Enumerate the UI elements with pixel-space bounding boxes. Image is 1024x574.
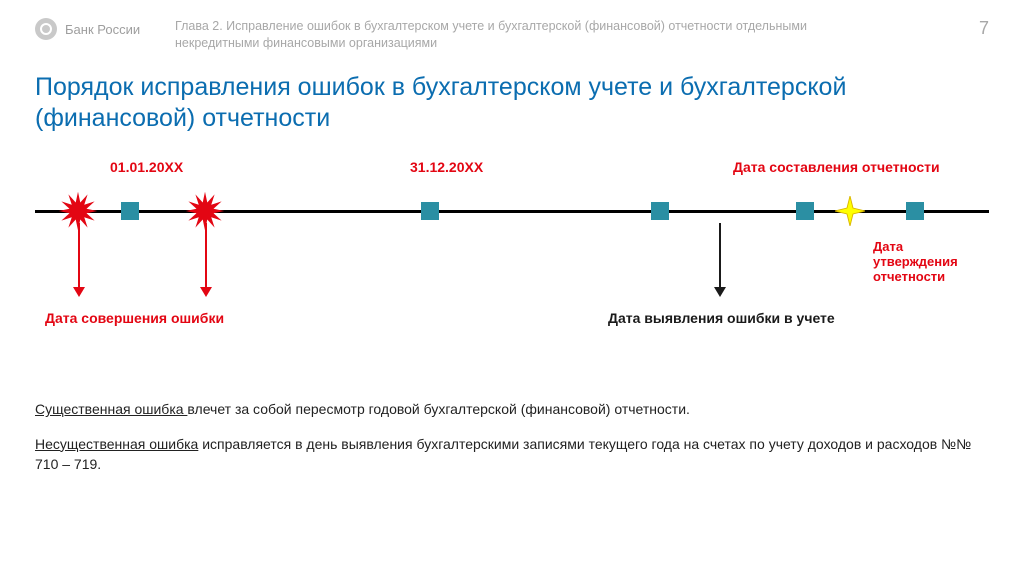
timeline-label-start-date: 01.01.20XX — [110, 159, 183, 175]
body-line-2: Несущественная ошибка исправляется в ден… — [35, 434, 989, 475]
timeline-square-marker — [651, 202, 669, 220]
body-line-1: Существенная ошибка влечет за собой пере… — [35, 399, 989, 419]
timeline-square-marker — [906, 202, 924, 220]
timeline-label-approval-date: Дата утверждения отчетности — [873, 239, 958, 284]
approval-star-icon — [835, 196, 865, 226]
material-error-label: Существенная ошибка — [35, 401, 187, 417]
body-text: Существенная ошибка влечет за собой пере… — [0, 359, 1024, 474]
logo-area: Банк России — [35, 18, 175, 40]
page-number: 7 — [979, 18, 989, 39]
timeline-label-error-commit: Дата совершения ошибки — [45, 310, 224, 326]
logo-icon — [35, 18, 57, 40]
timeline-label-report-date: Дата составления отчетности — [733, 159, 940, 175]
slide-title: Порядок исправления ошибок в бухгалтерск… — [0, 62, 1024, 140]
timeline-label-end-date: 31.12.20XX — [410, 159, 483, 175]
chapter-text: Глава 2. Исправление ошибок в бухгалтерс… — [175, 18, 875, 52]
logo-text: Банк России — [65, 22, 140, 37]
timeline-square-marker — [421, 202, 439, 220]
timeline: 01.01.20XX 31.12.20XX Дата составления отч… — [35, 159, 989, 359]
arrow-down-icon — [78, 223, 80, 287]
slide-header: Банк России Глава 2. Исправление ошибок … — [0, 0, 1024, 62]
material-error-text: влечет за собой пересмотр годовой бухгал… — [187, 401, 689, 417]
arrow-down-icon — [205, 223, 207, 287]
immaterial-error-label: Несущественная ошибка — [35, 436, 198, 452]
arrow-down-icon — [719, 223, 721, 287]
timeline-square-marker — [796, 202, 814, 220]
timeline-square-marker — [121, 202, 139, 220]
timeline-label-error-detect: Дата выявления ошибки в учете — [608, 310, 835, 326]
